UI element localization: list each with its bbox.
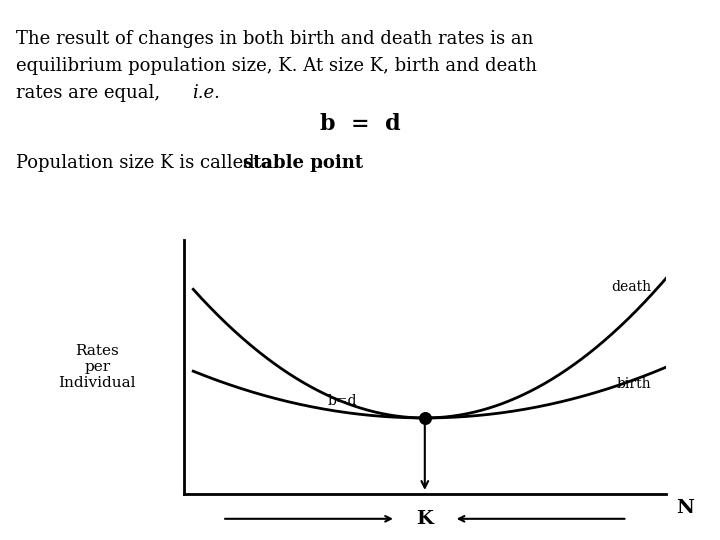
Text: N: N xyxy=(675,499,693,517)
Text: .: . xyxy=(318,154,323,172)
Text: equilibrium population size, K. At size K, birth and death: equilibrium population size, K. At size … xyxy=(16,57,537,75)
Point xyxy=(419,414,431,422)
Text: The result of changes in both birth and death rates is an: The result of changes in both birth and … xyxy=(16,30,534,48)
Text: rates are equal,: rates are equal, xyxy=(16,84,166,102)
Text: Rates
per
Individual: Rates per Individual xyxy=(58,344,136,390)
Text: i.e.: i.e. xyxy=(192,84,220,102)
Text: birth: birth xyxy=(617,377,652,392)
Text: Population size K is called a: Population size K is called a xyxy=(16,154,276,172)
Text: death: death xyxy=(611,280,652,294)
Text: stable point: stable point xyxy=(243,154,364,172)
Text: b=d: b=d xyxy=(328,394,357,408)
Text: K: K xyxy=(416,510,433,528)
Text: b  =  d: b = d xyxy=(320,113,400,136)
